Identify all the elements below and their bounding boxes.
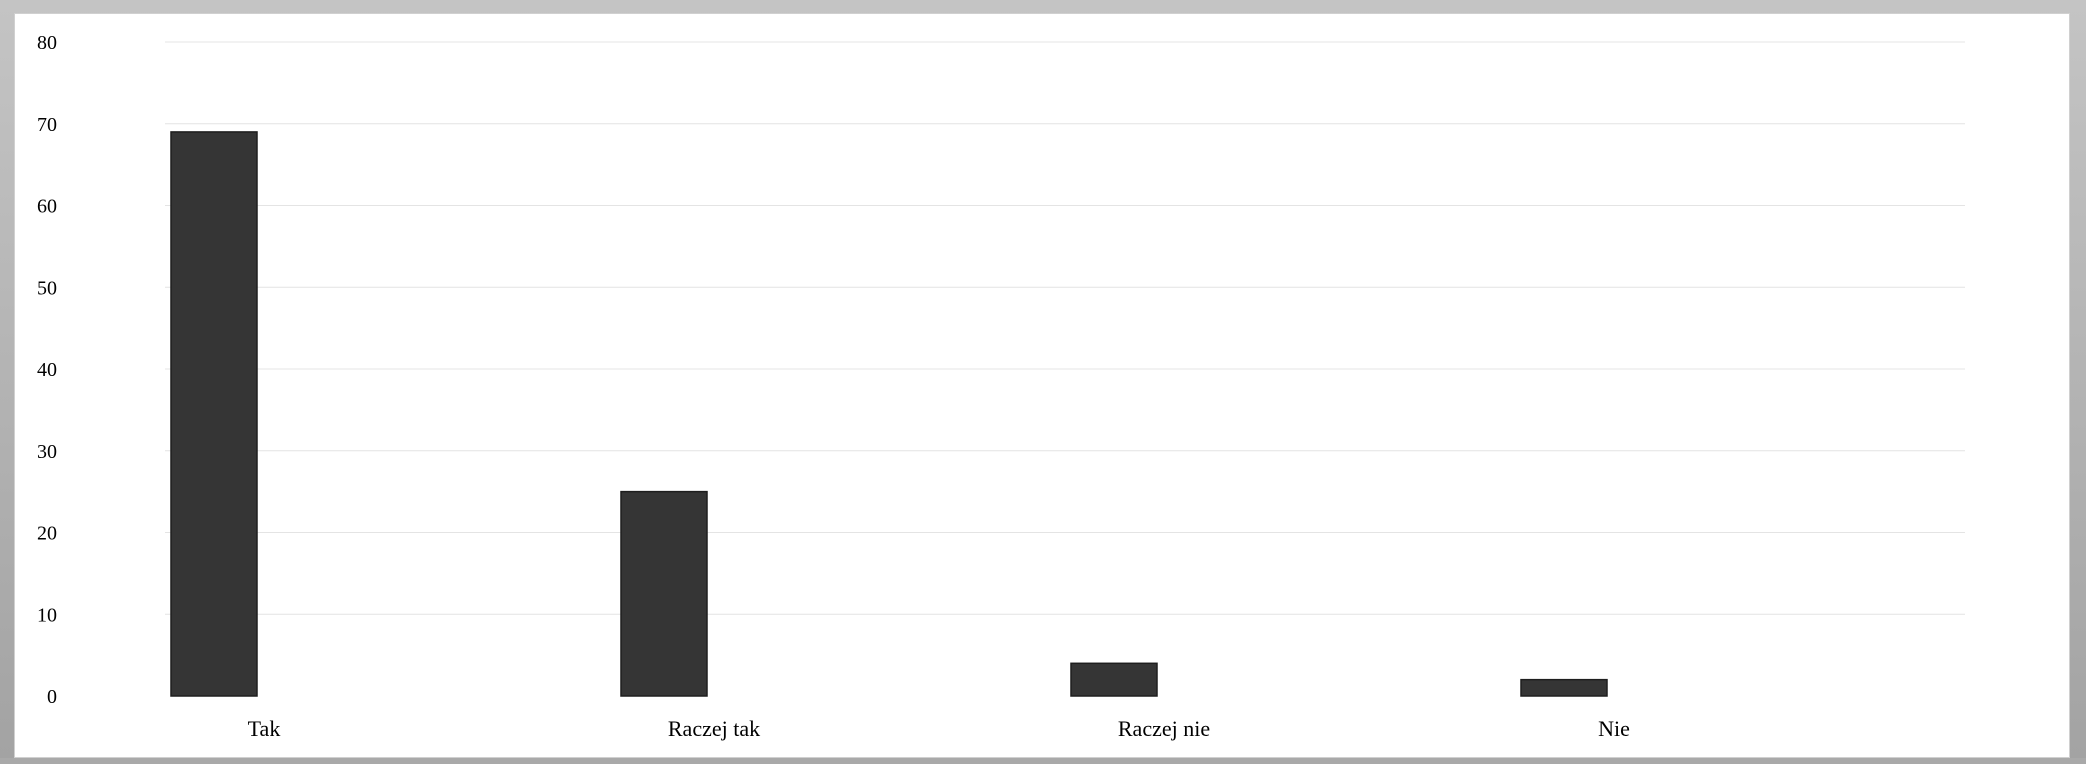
bar-tak [170,131,258,697]
y-tick-label: 70 [37,114,57,136]
y-tick-label: 20 [37,523,57,545]
x-tick-label: Raczej tak [668,716,760,741]
y-tick-label: 10 [37,604,57,626]
gridlines [165,41,1965,615]
y-tick-label: 30 [37,441,57,463]
y-tick-label: 60 [37,196,57,218]
bar-nie [1520,678,1608,697]
bar-raczej-nie [1070,662,1158,697]
bar-chart: 0 10 20 30 40 50 60 70 80 Tak Raczej tak Raczej ni… [37,32,1965,741]
bar-raczej-tak [620,490,708,697]
y-tick-label: 50 [37,277,57,299]
x-tick-label: Raczej nie [1118,716,1210,741]
y-tick-label: 80 [37,32,57,54]
y-axis-ticks: 0 10 20 30 40 50 60 70 80 [37,32,57,708]
y-tick-label: 0 [47,686,57,708]
y-tick-label: 40 [37,359,57,381]
x-axis-ticks: Tak Raczej tak Raczej nie Nie [248,716,1630,741]
bars [170,131,1608,697]
x-tick-label: Nie [1598,716,1630,741]
chart-panel: 0 10 20 30 40 50 60 70 80 Tak Raczej tak Raczej ni… [14,13,2070,758]
x-tick-label: Tak [248,716,281,741]
